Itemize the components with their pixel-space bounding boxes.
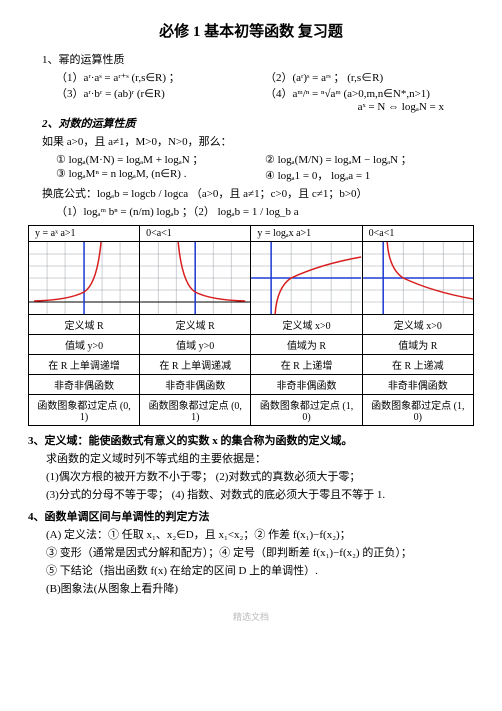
s4-b: (B)图象法(从图象上看升降) [46,580,474,596]
r4-2: 非奇非偶函数 [251,375,362,395]
function-table: y = aˣ a>1 0<a<1 y = logₐx a>1 0<a<1 [28,225,474,426]
s1-l2b: （4）aᵐ/ⁿ = ⁿ√aᵐ (a>0,m,n∈N*,n>1) [265,85,474,101]
r4-1: 非奇非偶函数 [140,375,251,395]
r3-3: 在 R 上递减 [362,355,473,375]
s4-a2: ③ 变形（通常是因式分解和配方）；④ 定号（即判断差 f(x₁)−f(x₂) 的… [46,544,474,560]
r1-1: 定义域 R [140,315,251,335]
s1-l1b: （2）(aʳ)ˢ = aʳˢ ； (r,s∈R) [265,69,474,85]
r5-1: 函数图象都过定点 (0, 1) [140,395,251,426]
s2-p3: ③ logₐMⁿ = n logₐM, (n∈R) . [56,167,265,183]
s2-cond: 如果 a>0，且 a≠1，M>0，N>0，那么： [42,133,474,149]
s2-p4: ④ logₐ1 = 0， logₐa = 1 [265,167,474,183]
s2-p1: ① logₐ(M·N) = logₐM + logₐN ； [56,151,265,167]
th-3: 0<a<1 [362,226,473,242]
r2-2: 值域为 R [251,335,362,355]
s1-l3: aˣ = N ⇔ logₐN = x [56,101,474,113]
section-2: 2、对数的运算性质 如果 a>0，且 a≠1，M>0，N>0，那么： ① log… [28,115,474,219]
s3-l1: (1)偶次方根的被开方数不小于零； (2)对数式的真数必须大于零； [46,468,474,484]
th-1: 0<a<1 [140,226,251,242]
graph-exp-dec [140,242,251,315]
r3-1: 在 R 上单调递减 [140,355,251,375]
graph-log-inc [251,242,362,315]
r2-1: 值域 y>0 [140,335,251,355]
graph-log-dec [362,242,473,315]
r4-3: 非奇非偶函数 [362,375,473,395]
s4-a: (A) 定义法：① 任取 x₁、x₂∈D，且 x₁<x₂；② 作差 f(x₁)−… [46,526,474,542]
r1-0: 定义域 R [29,315,140,335]
section-1: 1、幂的运算性质 （1）aʳ·aˢ = aʳ⁺ˢ (r,s∈R) ； （2）(a… [28,51,474,113]
th-0: y = aˣ a>1 [29,226,140,242]
section-4: 4、函数单调区间与单调性的判定方法 (A) 定义法：① 任取 x₁、x₂∈D，且… [28,508,474,596]
s2-examples: （1）logₐᵐ bⁿ = (n/m) logₐb ；（2） logₐb = 1… [56,203,474,219]
s1-l2a: （3）aʳ·bʳ = (ab)ʳ (r∈R) [56,85,265,101]
s4-a3: ⑤ 下结论（指出函数 f(x) 在给定的区间 D 上的单调性）. [46,562,474,578]
s2-p2: ② logₐ(M/N) = logₐM − logₐN ； [265,151,474,167]
r4-0: 非奇非偶函数 [29,375,140,395]
s3-l2: (3)分式的分母不等于零； (4) 指数、对数式的底必须大于零且不等于 1. [46,486,474,502]
r2-3: 值域为 R [362,335,473,355]
r3-2: 在 R 上递增 [251,355,362,375]
graph-exp-inc [29,242,140,315]
page-title: 必修 1 基本初等函数 复习题 [28,20,474,41]
s1-heading: 1、幂的运算性质 [42,51,474,67]
r2-0: 值域 y>0 [29,335,140,355]
r5-2: 函数图象都过定点 (1, 0) [251,395,362,426]
r1-3: 定义域 x>0 [362,315,473,335]
r1-2: 定义域 x>0 [251,315,362,335]
s3-heading: 3、定义域：能使函数式有意义的实数 x 的集合称为函数的定义域。 [28,432,474,448]
section-3: 3、定义域：能使函数式有意义的实数 x 的集合称为函数的定义域。 求函数的定义域… [28,432,474,502]
s3-intro: 求函数的定义域时列不等式组的主要依据是： [46,450,474,466]
s1-l1a: （1）aʳ·aˢ = aʳ⁺ˢ (r,s∈R) ； [56,69,265,85]
th-2: y = logₐx a>1 [251,226,362,242]
r3-0: 在 R 上单调递增 [29,355,140,375]
r5-0: 函数图象都过定点 (0, 1) [29,395,140,426]
s2-heading: 2、对数的运算性质 [42,115,474,131]
s2-changebase: 换底公式：logₐb = logcb / logca （a>0，且 a≠1；c>… [42,185,474,201]
footer-text: 精选文档 [28,610,474,623]
r5-3: 函数图象都过定点 (1, 0) [362,395,473,426]
s4-heading: 4、函数单调区间与单调性的判定方法 [28,508,474,524]
